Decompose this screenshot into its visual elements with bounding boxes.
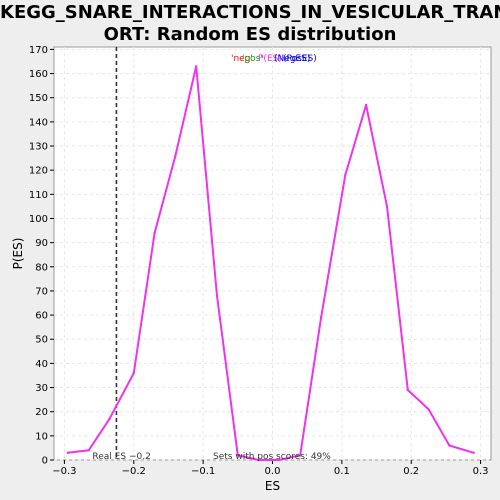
y-tick-label: 110	[29, 190, 48, 201]
data-point	[278, 458, 281, 462]
y-tick-label: 140	[29, 117, 48, 128]
y-tick-label: 100	[29, 214, 48, 225]
grid-lines	[54, 47, 491, 461]
data-point	[108, 417, 111, 421]
y-tick-label: 90	[35, 238, 48, 249]
data-point	[364, 103, 368, 107]
y-tick-label: 30	[35, 383, 48, 394]
legend-poses-label: (PosES)	[283, 54, 317, 64]
y-tick-label: 170	[29, 45, 48, 56]
y-tick-label: 120	[29, 166, 48, 177]
data-point	[174, 154, 177, 157]
legend-pos-label: 'pos'	[242, 54, 263, 64]
y-tick-label: 0	[42, 456, 48, 467]
chart-title-line1: KEGG_SNARE_INTERACTIONS_IN_VESICULAR_TRA…	[0, 2, 500, 23]
data-point	[427, 408, 430, 411]
data-point	[448, 444, 451, 447]
legend: 'neg' 'pos' P(ES) (NegES) (PosES)	[231, 54, 317, 64]
x-tick-label: 0.1	[334, 466, 350, 477]
data-point	[299, 453, 302, 457]
y-axis-ticks: 0 10 20 30 40 50 60 70 80 90 100 110 120 130 140 150 160…	[29, 45, 54, 467]
x-axis-label: ES	[265, 479, 280, 493]
data-point	[472, 451, 475, 454]
data-point	[236, 453, 240, 457]
x-axis-ticks: −0.3 −0.2 −0.1 0.0 0.1 0.2 0.3	[52, 460, 489, 477]
data-point	[385, 205, 389, 208]
data-point	[257, 458, 260, 462]
x-tick-label: −0.3	[52, 466, 76, 477]
x-tick-label: −0.1	[191, 466, 215, 477]
data-point	[87, 449, 90, 452]
y-tick-label: 150	[29, 93, 48, 104]
es-distribution-line	[67, 66, 474, 461]
y-tick-label: 10	[35, 431, 48, 442]
y-tick-label: 160	[29, 69, 48, 80]
legend-neges-label: (NegES)	[274, 54, 310, 64]
y-tick-label: 70	[35, 286, 48, 297]
data-point	[215, 294, 219, 297]
y-axis-label: P(ES)	[11, 238, 25, 270]
chart-title-line2: ORT: Random ES distribution	[103, 24, 397, 45]
legend-neg-label: 'neg'	[231, 54, 253, 64]
y-tick-label: 60	[35, 311, 48, 322]
y-tick-label: 130	[29, 142, 48, 153]
x-tick-label: 0.0	[265, 466, 281, 477]
data-point	[344, 173, 347, 177]
pos-scores-label: Sets with pos scores: 49%	[213, 452, 331, 462]
x-tick-label: −0.2	[122, 466, 146, 477]
data-point	[406, 388, 409, 392]
x-tick-label: 0.3	[473, 466, 489, 477]
x-tick-label: 0.2	[403, 466, 419, 477]
y-tick-label: 50	[35, 335, 48, 346]
chart-title: KEGG_SNARE_INTERACTIONS_IN_VESICULAR_TRA…	[0, 2, 500, 46]
legend-pes-label: P(ES)	[258, 54, 282, 64]
y-tick-label: 20	[35, 407, 48, 418]
real-es-label: Real ES −0.2	[92, 452, 150, 462]
data-point	[194, 65, 198, 68]
y-tick-label: 40	[35, 359, 48, 370]
series-points	[66, 65, 475, 462]
data-point	[319, 316, 323, 319]
y-tick-label: 80	[35, 262, 48, 273]
data-point	[132, 371, 135, 375]
data-point	[66, 451, 70, 454]
data-point	[153, 231, 156, 235]
